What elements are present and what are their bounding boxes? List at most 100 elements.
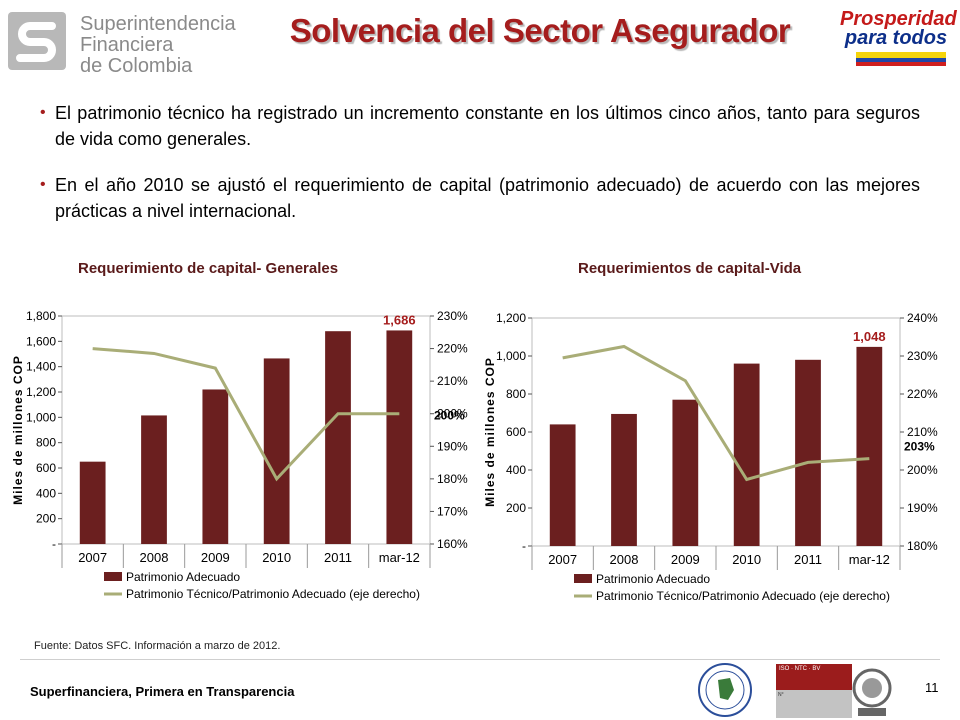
x-tick-label: mar-12 bbox=[379, 550, 420, 565]
y-tick-label: 800 bbox=[506, 387, 526, 401]
line-ratio-series bbox=[92, 347, 400, 482]
iso-badge-footer: N° bbox=[778, 692, 784, 698]
y-axis-label: Miles de millones COP bbox=[483, 357, 497, 507]
bullet-icon: • bbox=[40, 104, 46, 121]
y2-tick-label: 240% bbox=[907, 311, 938, 325]
y-tick-label: - bbox=[52, 537, 56, 551]
slogan-line-2: para todos bbox=[844, 27, 948, 49]
y2-tick-label: 220% bbox=[907, 387, 938, 401]
y-axis-label: Miles de millones COP bbox=[11, 355, 25, 505]
bar-patrimonio-adecuado bbox=[79, 461, 106, 544]
x-tick-label: mar-12 bbox=[849, 552, 890, 567]
x-tick-label: 2011 bbox=[324, 550, 352, 565]
x-tick-label: 2009 bbox=[671, 552, 700, 567]
y-tick-label: - bbox=[522, 539, 526, 553]
flag-stripe-red bbox=[856, 62, 946, 66]
bar-value-label: 1,686 bbox=[383, 312, 416, 327]
y2-tick-label: 200% bbox=[437, 407, 468, 421]
bureau-veritas-seal-icon bbox=[852, 668, 892, 716]
iso-certification-badge: ISO · NTC · BV N° bbox=[776, 664, 852, 718]
legend-label-line: Patrimonio Técnico/Patrimonio Adecuado (… bbox=[126, 587, 420, 601]
source-note: Fuente: Datos SFC. Información a marzo d… bbox=[34, 640, 281, 652]
chart-vida: -2004006008001,0001,200180%190%200%210%2… bbox=[483, 311, 938, 603]
chart-title-generales: Requerimiento de capital- Generales bbox=[78, 260, 339, 277]
y-tick-label: 800 bbox=[36, 436, 56, 450]
bar-patrimonio-adecuado bbox=[795, 359, 821, 546]
y-tick-label: 1,400 bbox=[26, 360, 56, 374]
bullet-item: • En el año 2010 se ajustó el requerimie… bbox=[40, 172, 920, 224]
y2-tick-label: 220% bbox=[437, 342, 468, 356]
org-name: Superintendencia Financiera de Colombia bbox=[80, 14, 236, 77]
line-value-label: 203% bbox=[904, 440, 935, 454]
slogan-line-1: Prosperidad bbox=[840, 8, 957, 30]
bullet-text-2: En el año 2010 se ajustó el requerimient… bbox=[55, 175, 920, 221]
y-tick-label: 400 bbox=[506, 463, 526, 477]
chart-generales: - 200 400 600 800 1,000 1,200 1,400 1,600 1,800 16… bbox=[11, 309, 468, 601]
x-tick-label: 2008 bbox=[610, 552, 639, 567]
y-tick-label: 200 bbox=[36, 512, 56, 526]
sfc-logo: Superintendencia Financiera de Colombia bbox=[8, 12, 248, 77]
bar-patrimonio-adecuado bbox=[141, 415, 167, 544]
org-line-3: de Colombia bbox=[80, 55, 193, 77]
bar-patrimonio-adecuado bbox=[856, 346, 883, 546]
bar-value-label: 1,048 bbox=[853, 329, 886, 344]
x-tick-label: 2008 bbox=[140, 550, 169, 565]
footer-divider bbox=[20, 659, 940, 660]
y-tick-label: 400 bbox=[36, 486, 56, 500]
bar-patrimonio-adecuado bbox=[325, 331, 351, 544]
bar-patrimonio-adecuado bbox=[202, 389, 229, 544]
y2-tick-label: 210% bbox=[907, 425, 938, 439]
bar-patrimonio-adecuado bbox=[611, 413, 637, 546]
y2-tick-label: 200% bbox=[907, 463, 938, 477]
y2-tick-label: 190% bbox=[907, 501, 938, 515]
chart-title-vida: Requerimientos de capital-Vida bbox=[578, 260, 802, 277]
legend-swatch-bar bbox=[104, 572, 122, 581]
y2-tick-label: 180% bbox=[437, 472, 468, 486]
bullet-text-1: El patrimonio técnico ha registrado un i… bbox=[55, 103, 920, 149]
bar-patrimonio-adecuado bbox=[263, 358, 290, 544]
y-tick-label: 1,800 bbox=[26, 309, 56, 323]
y-tick-label: 600 bbox=[506, 425, 526, 439]
flag-stripe-yellow bbox=[856, 52, 946, 58]
bar-patrimonio-adecuado bbox=[672, 399, 699, 546]
y2-tick-label: 180% bbox=[907, 539, 938, 553]
y2-tick-label: 210% bbox=[437, 374, 468, 388]
y-tick-label: 1,200 bbox=[496, 311, 526, 325]
page-number: 11 bbox=[925, 680, 939, 695]
legend-swatch-bar bbox=[574, 574, 592, 583]
legend-label-bar: Patrimonio Adecuado bbox=[126, 570, 240, 584]
x-tick-label: 2007 bbox=[548, 552, 577, 567]
y2-tick-label: 190% bbox=[437, 439, 468, 453]
x-tick-label: 2010 bbox=[262, 550, 291, 565]
org-line-2: Financiera bbox=[80, 34, 174, 56]
x-tick-label: 2009 bbox=[201, 550, 230, 565]
sfc-emblem-icon bbox=[8, 12, 66, 70]
prosperidad-logo: Prosperidad para todos bbox=[840, 8, 957, 72]
legend-label-bar: Patrimonio Adecuado bbox=[596, 572, 710, 586]
y2-tick-label: 230% bbox=[907, 349, 938, 363]
y-tick-label: 1,200 bbox=[26, 385, 56, 399]
line-ratio-series bbox=[562, 344, 870, 482]
flag-stripe-blue bbox=[856, 58, 946, 62]
y-tick-label: 600 bbox=[36, 461, 56, 475]
footer-slogan: Superfinanciera, Primera en Transparenci… bbox=[30, 684, 295, 699]
x-tick-label: 2011 bbox=[794, 552, 822, 567]
org-line-1: Superintendencia bbox=[80, 13, 236, 35]
bullet-list: • El patrimonio técnico ha registrado un… bbox=[40, 100, 920, 244]
y2-tick-label: 170% bbox=[437, 504, 468, 518]
bullet-icon: • bbox=[40, 176, 46, 193]
line-value-label: 200% bbox=[434, 409, 465, 423]
bullet-item: • El patrimonio técnico ha registrado un… bbox=[40, 100, 920, 152]
x-tick-label: 2007 bbox=[78, 550, 107, 565]
y-tick-label: 1,000 bbox=[496, 349, 526, 363]
y2-tick-label: 230% bbox=[437, 309, 468, 323]
y-tick-label: 200 bbox=[506, 501, 526, 515]
iso-badge-header: ISO · NTC · BV bbox=[776, 664, 852, 690]
y-tick-label: 1,600 bbox=[26, 334, 56, 348]
y-tick-label: 1,000 bbox=[26, 410, 56, 424]
legend-label-line: Patrimonio Técnico/Patrimonio Adecuado (… bbox=[596, 589, 890, 603]
certification-seal-icon bbox=[698, 663, 752, 717]
y2-tick-label: 160% bbox=[437, 537, 468, 551]
x-tick-label: 2010 bbox=[732, 552, 761, 567]
bar-patrimonio-adecuado bbox=[386, 330, 413, 544]
